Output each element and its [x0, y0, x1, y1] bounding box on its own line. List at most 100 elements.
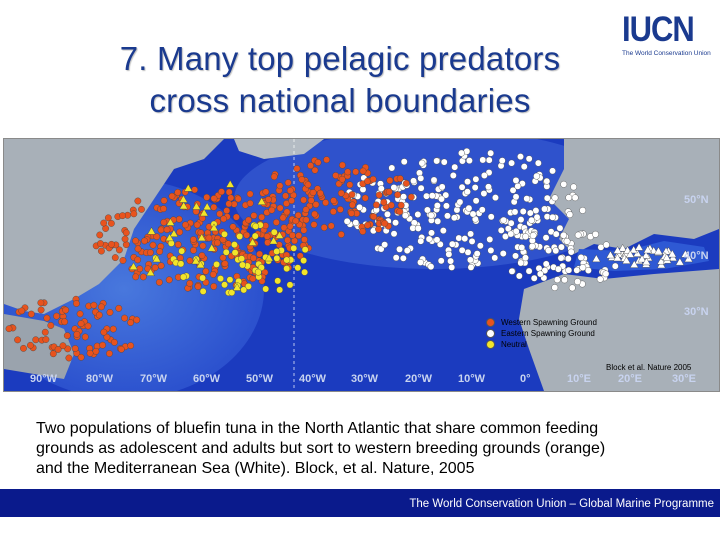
tag-point	[301, 236, 308, 243]
tag-point-marker	[618, 243, 627, 252]
caption-line-2: grounds as adolescent and adults but sor…	[36, 440, 606, 457]
tag-point	[487, 149, 495, 157]
tag-point	[62, 306, 70, 314]
tag-point	[486, 236, 494, 243]
tag-point-marker	[183, 183, 193, 192]
tag-point	[571, 194, 579, 202]
tag-point	[473, 250, 481, 258]
tag-point	[507, 219, 515, 227]
tag-point	[134, 245, 142, 253]
tag-point-marker	[613, 246, 622, 254]
tag-point	[174, 241, 182, 248]
tag-point	[76, 310, 84, 318]
tag-point	[430, 176, 438, 184]
tag-point	[157, 226, 165, 234]
tag-point	[558, 243, 565, 251]
tag-point	[220, 215, 228, 223]
tag-point	[282, 192, 289, 200]
tag-point	[293, 165, 301, 173]
tag-point	[574, 278, 581, 286]
tag-point	[190, 236, 197, 243]
tag-point	[14, 336, 21, 344]
tag-point-marker	[668, 253, 678, 262]
tag-point	[236, 233, 244, 240]
tag-point	[221, 260, 229, 267]
tag-point	[348, 191, 356, 198]
tag-point	[471, 184, 479, 191]
neutral-dot-icon	[486, 340, 495, 349]
tag-point	[396, 245, 403, 253]
tag-point	[108, 240, 115, 248]
tag-point	[273, 254, 281, 262]
tag-point	[423, 192, 430, 200]
tag-point-marker	[656, 260, 666, 269]
tag-point	[221, 281, 228, 289]
tag-point	[359, 167, 367, 175]
tag-point	[77, 320, 85, 327]
legend-item-western: Western Spawning Ground	[486, 317, 718, 328]
tag-point	[433, 157, 441, 165]
tag-point-marker	[196, 260, 205, 269]
tag-point	[481, 172, 488, 179]
tag-point	[97, 240, 104, 247]
tag-point	[276, 286, 284, 294]
tag-point	[179, 273, 187, 281]
tag-point	[20, 344, 27, 352]
tag-point	[92, 347, 100, 355]
tag-point	[37, 306, 45, 314]
tag-point	[149, 241, 157, 249]
tag-point	[456, 198, 464, 206]
tag-point	[186, 280, 194, 287]
tag-point-marker	[629, 260, 639, 268]
tag-point	[245, 216, 252, 224]
tag-point	[337, 189, 345, 197]
logo-text: IUCN	[622, 8, 695, 50]
tag-point	[445, 250, 453, 258]
footer-text: The World Conservation Union – Global Ma…	[409, 498, 714, 510]
tag-point	[121, 314, 128, 322]
tag-point	[428, 192, 436, 200]
tag-point	[370, 213, 378, 221]
tag-point	[348, 209, 355, 217]
legend-item-eastern: Eastern Spawning Ground	[486, 328, 718, 339]
tag-point	[380, 198, 388, 206]
tag-point	[263, 232, 271, 240]
eastern-dot-icon	[486, 329, 495, 338]
tag-point	[534, 159, 542, 167]
tag-point	[100, 219, 108, 227]
tag-point	[157, 262, 165, 270]
tag-point	[219, 254, 227, 262]
lon-label: 20°E	[618, 373, 642, 385]
tag-point	[64, 345, 72, 353]
tag-point	[476, 242, 484, 250]
tag-point	[273, 248, 281, 255]
tag-point-marker	[232, 283, 242, 291]
caption-line-1: Two populations of bluefin tuna in the N…	[36, 420, 599, 437]
tag-point	[122, 241, 130, 249]
tag-point	[542, 234, 550, 242]
tag-point	[115, 246, 123, 254]
tag-point	[472, 197, 480, 205]
tag-point	[81, 333, 89, 341]
tag-point	[205, 234, 213, 242]
tag-point	[438, 195, 445, 203]
tag-point	[560, 180, 568, 188]
tag-point	[97, 303, 105, 311]
tag-point-marker	[248, 238, 257, 246]
tag-point	[307, 197, 315, 204]
caption-line-3: and the Mediterranean Sea (White). Block…	[36, 460, 475, 477]
tag-point	[447, 257, 454, 265]
greenland-land	[234, 139, 324, 159]
tag-point	[283, 265, 291, 273]
tag-point	[529, 232, 537, 239]
tag-point	[71, 345, 79, 352]
tag-point	[497, 227, 505, 234]
tag-point	[602, 241, 610, 249]
tag-point	[96, 231, 104, 239]
map-legend: Western Spawning Ground Eastern Spawning…	[486, 317, 718, 350]
tag-point	[42, 336, 50, 343]
tag-point	[565, 266, 573, 274]
tag-point	[417, 184, 425, 192]
tag-point-marker	[179, 195, 188, 203]
tag-point	[443, 202, 450, 210]
